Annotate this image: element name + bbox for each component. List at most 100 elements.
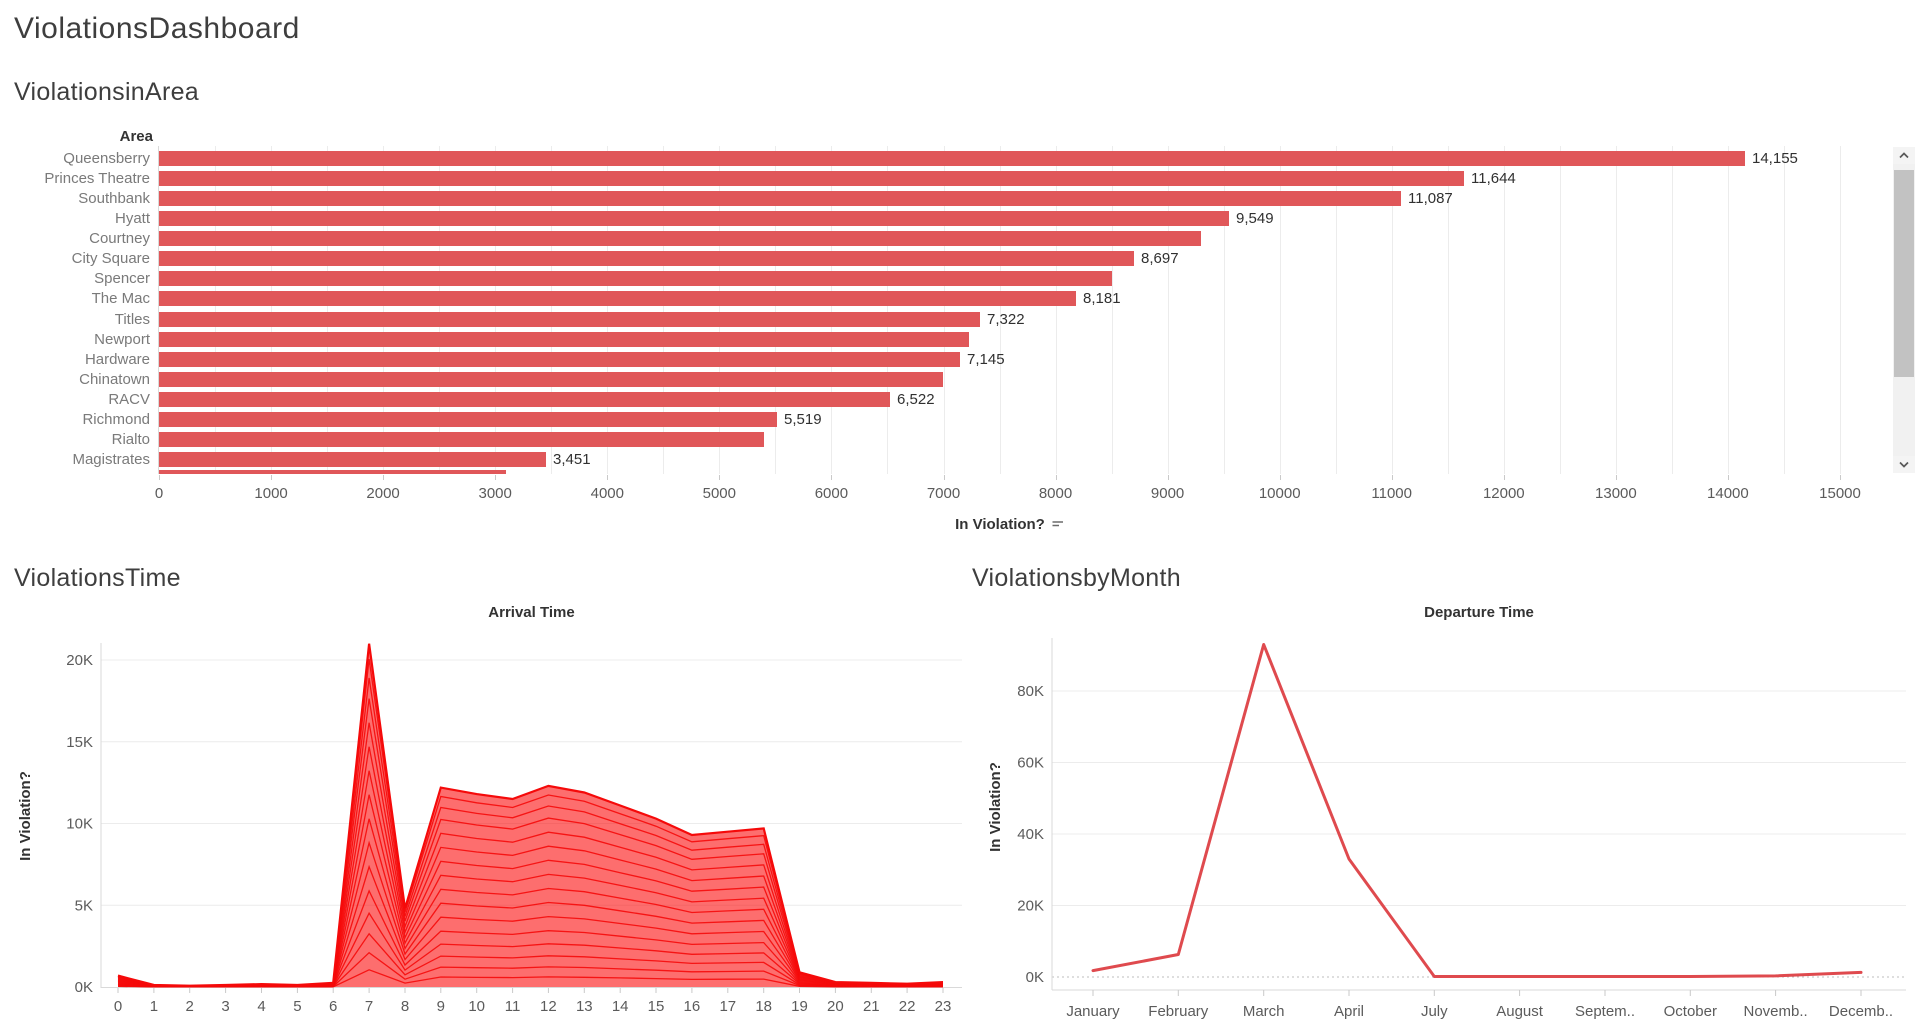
axis-tick <box>271 475 273 480</box>
gridline <box>943 146 945 474</box>
y-axis-title: In Violation? <box>987 762 1004 852</box>
svg-text:18: 18 <box>755 998 772 1015</box>
svg-text:10: 10 <box>468 998 485 1015</box>
svg-text:2: 2 <box>186 998 194 1015</box>
axis-tick-label: 7000 <box>926 485 961 502</box>
bar-value-label: 5,519 <box>784 411 822 428</box>
axis-tick <box>159 475 160 480</box>
bar[interactable] <box>159 332 969 347</box>
bar-row-label: RACV <box>108 391 150 408</box>
svg-text:0K: 0K <box>75 979 93 996</box>
bar-row-label: Hyatt <box>114 210 150 227</box>
bar[interactable] <box>159 231 1201 246</box>
axis-tick-label: 8000 <box>1038 485 1073 502</box>
svg-text:19: 19 <box>791 998 808 1015</box>
axis-tick-label: 0 <box>154 485 164 502</box>
gridline <box>439 146 441 474</box>
bar[interactable] <box>159 412 777 427</box>
svg-text:February: February <box>1148 1003 1209 1020</box>
bar-value-label: 7,322 <box>987 311 1025 328</box>
axis-tick <box>943 475 945 480</box>
svg-text:January: January <box>1066 1003 1120 1020</box>
bar[interactable] <box>159 151 1745 166</box>
violations-in-area-bar-chart[interactable]: Queensberry 14,155 Princes Theatre 11,644 So… <box>0 146 1890 474</box>
bar-chart-scrollbar[interactable] <box>1893 147 1915 473</box>
scrollbar-thumb[interactable] <box>1894 170 1914 377</box>
scrollbar-up-button[interactable] <box>1893 147 1915 164</box>
svg-text:Novemb..: Novemb.. <box>1743 1003 1807 1020</box>
svg-text:40K: 40K <box>1017 826 1044 843</box>
axis-tick-label: 3000 <box>478 485 512 502</box>
svg-text:3: 3 <box>221 998 229 1015</box>
axis-tick <box>1840 475 1841 480</box>
gridline <box>1111 146 1113 474</box>
svg-text:12: 12 <box>540 998 557 1015</box>
bar[interactable] <box>159 452 546 467</box>
bar-chart-column-header: Area <box>119 128 153 145</box>
departure-time-line-chart[interactable]: 0K 20K 40K 60K 80K January February March April J… <box>960 628 1919 1029</box>
bar[interactable] <box>159 251 1134 266</box>
gridline <box>1335 146 1337 474</box>
svg-text:April: April <box>1334 1003 1364 1020</box>
svg-text:14: 14 <box>612 998 629 1015</box>
bar-row-label: The Mac <box>91 290 150 307</box>
bar-row-label: Queensberry <box>63 150 150 167</box>
axis-tick <box>719 475 721 480</box>
gridline <box>1615 146 1617 474</box>
gridline <box>1727 146 1729 474</box>
axis-tick-label: 2000 <box>366 485 400 502</box>
bar[interactable] <box>159 372 943 387</box>
month-chart-section-title: ViolationsbyMonth <box>972 564 1181 592</box>
axis-tick-label: 10000 <box>1258 485 1301 502</box>
svg-text:9: 9 <box>437 998 445 1015</box>
bar[interactable] <box>159 291 1076 306</box>
bar[interactable] <box>159 211 1229 226</box>
bar-chart-axis-title: In Violation? <box>880 516 1140 534</box>
bar-value-label: 11,644 <box>1471 170 1516 187</box>
axis-tick <box>1503 475 1505 480</box>
axis-tick-label: 15000 <box>1819 485 1861 502</box>
bar[interactable] <box>159 392 890 407</box>
axis-tick <box>383 475 385 480</box>
bar[interactable] <box>159 312 980 327</box>
area-fill[interactable] <box>118 643 943 987</box>
bar-row-label: Princes Theatre <box>44 170 150 187</box>
bar-chart-y-axis-line <box>158 146 159 474</box>
axis-tick-label: 9000 <box>1150 485 1185 502</box>
bar[interactable] <box>159 432 764 447</box>
axis-tick <box>831 475 833 480</box>
svg-text:Decemb..: Decemb.. <box>1829 1003 1893 1020</box>
trend-line[interactable] <box>1091 643 1863 978</box>
bar-row-label: Rialto <box>111 431 150 448</box>
svg-text:August: August <box>1496 1003 1544 1020</box>
gridline <box>775 146 777 474</box>
svg-text:80K: 80K <box>1017 683 1044 700</box>
bar[interactable] <box>159 191 1401 206</box>
svg-text:20K: 20K <box>66 652 93 669</box>
svg-text:10K: 10K <box>66 816 93 833</box>
y-axis-title: In Violation? <box>17 771 34 861</box>
area-top-line <box>117 643 944 987</box>
scrollbar-down-button[interactable] <box>1893 456 1915 473</box>
gridline <box>327 146 329 474</box>
gridline <box>1279 146 1281 474</box>
gridline <box>495 146 497 474</box>
axis-title-text: In Violation? <box>955 516 1045 533</box>
gridline <box>551 146 553 474</box>
bar[interactable] <box>159 171 1464 186</box>
bar[interactable] <box>159 271 1112 286</box>
sort-descending-icon[interactable] <box>1051 517 1065 534</box>
svg-text:13: 13 <box>576 998 593 1015</box>
axis-tick-label: 11000 <box>1371 485 1412 502</box>
chevron-up-icon <box>1899 152 1909 159</box>
gridline <box>383 146 385 474</box>
bar[interactable] <box>159 352 960 367</box>
bar-row-label: City Square <box>71 250 150 267</box>
axis-tick <box>1167 475 1169 480</box>
bar-row-label: Titles <box>114 311 150 328</box>
axis-tick-label: 5000 <box>702 485 736 502</box>
bar-value-label: 8,697 <box>1141 250 1179 267</box>
axis-tick <box>1727 475 1729 480</box>
bar-partial[interactable] <box>159 470 506 474</box>
